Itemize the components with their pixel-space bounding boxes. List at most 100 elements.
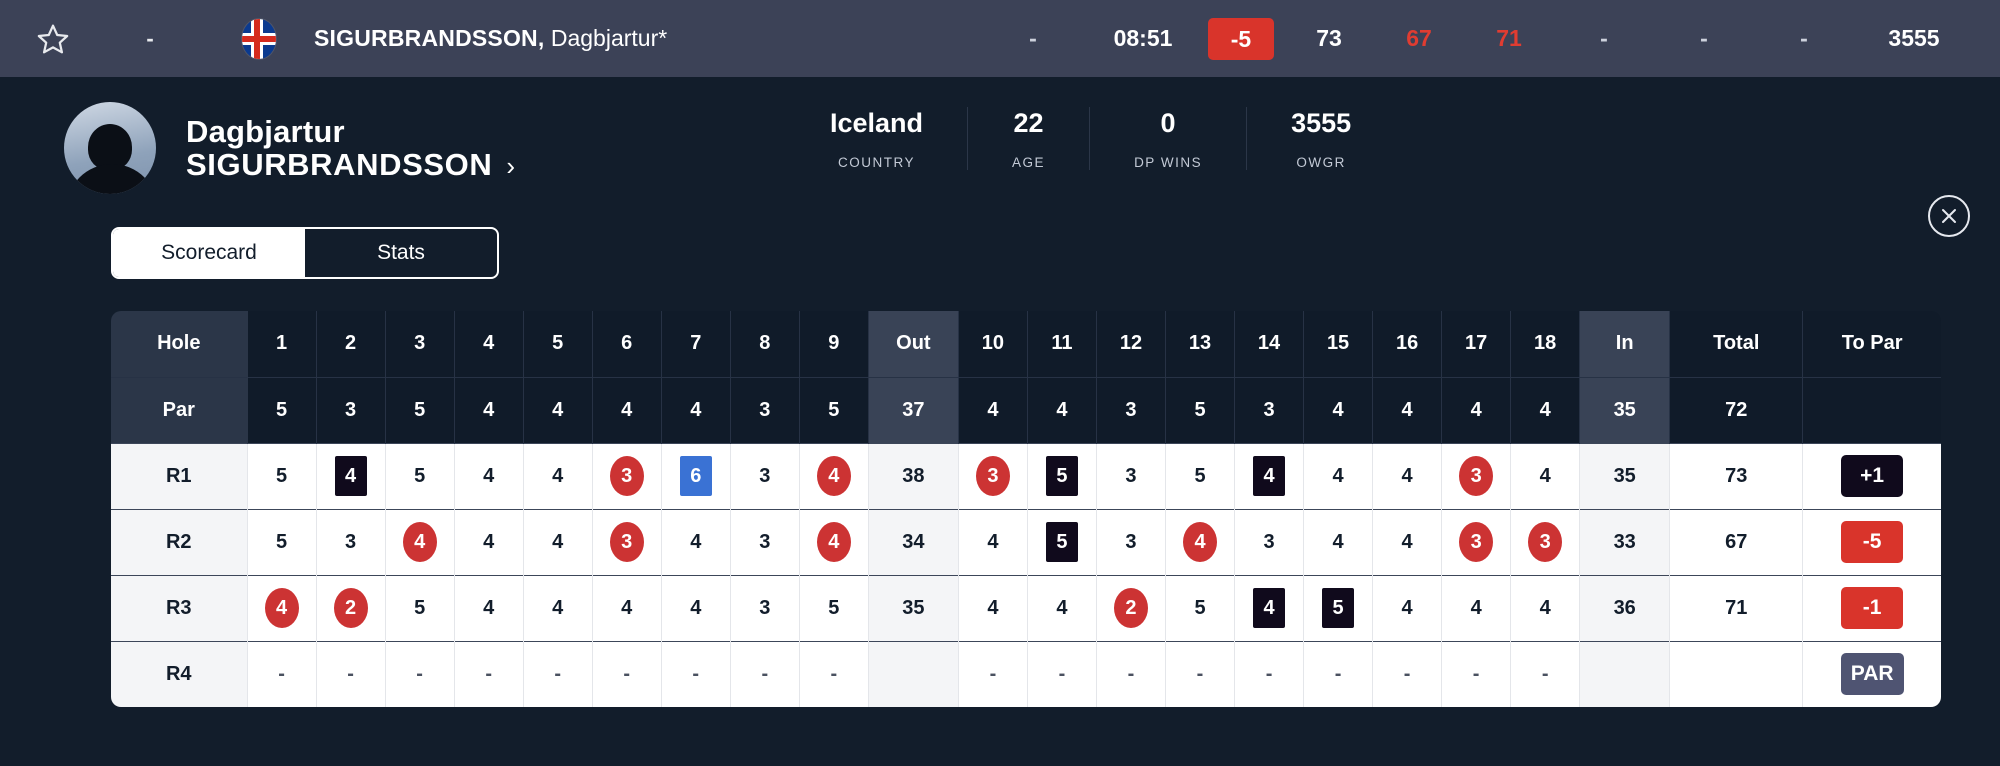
player-lastname: SIGURBRANDSSON bbox=[186, 147, 493, 182]
score-marker-plain: 4 bbox=[1332, 530, 1344, 553]
score-marker-eagle: 4 bbox=[1253, 588, 1286, 628]
r2-hole-15: 4 bbox=[1303, 508, 1374, 575]
chevron-right-icon[interactable]: › bbox=[506, 150, 516, 181]
score-marker-birdie: 4 bbox=[402, 522, 437, 562]
r1-out: 38 bbox=[868, 442, 959, 509]
r4-hole-2: - bbox=[316, 640, 386, 707]
score-marker-empty: - bbox=[1265, 662, 1273, 685]
r3-hole-4: 4 bbox=[454, 574, 524, 641]
score-marker-birdie: 4 bbox=[816, 456, 851, 496]
r3-hole-12: 2 bbox=[1096, 574, 1166, 641]
player-firstname-topbar: Dagbjartur* bbox=[544, 25, 668, 51]
score-marker-plain: 5 bbox=[414, 464, 426, 487]
score-marker-birdie: 3 bbox=[609, 456, 644, 496]
r1-hole-7: 6 bbox=[661, 442, 731, 509]
header-cell-1: 1 bbox=[247, 311, 317, 377]
header-cell-9: 9 bbox=[799, 311, 869, 377]
stat-country-value: Iceland bbox=[830, 108, 924, 138]
r2-in: 33 bbox=[1579, 508, 1671, 575]
player-top-bar[interactable]: - SIGURBRANDSSON, Dagbjartur* - 08:51 -5… bbox=[0, 0, 2000, 77]
score-marker-birdie: 2 bbox=[333, 588, 368, 628]
r3-hole-5: 4 bbox=[523, 574, 593, 641]
r1-hole-2: 4 bbox=[316, 442, 386, 509]
r4-out bbox=[868, 640, 959, 707]
r3-hole-7: 4 bbox=[661, 574, 731, 641]
stat-dp-wins-label: DP WINS bbox=[1134, 154, 1203, 170]
score-marker-plain: 4 bbox=[1056, 596, 1068, 619]
header-cell-15: 15 bbox=[1303, 311, 1374, 377]
topbar-round-1: 73 bbox=[1316, 25, 1342, 51]
score-marker-plain: 5 bbox=[276, 530, 288, 553]
close-icon[interactable] bbox=[1928, 195, 1970, 237]
favorite-star-icon[interactable] bbox=[36, 22, 70, 56]
par-total: 72 bbox=[1669, 376, 1804, 443]
r1-hole-18: 4 bbox=[1510, 442, 1581, 509]
r1-hole-6: 3 bbox=[592, 442, 662, 509]
r2-hole-6: 3 bbox=[592, 508, 662, 575]
score-marker-plain: 3 bbox=[345, 530, 357, 553]
score-marker-plain: 3 bbox=[759, 464, 771, 487]
par-to-par bbox=[1802, 376, 1941, 443]
r3-hole-13: 5 bbox=[1165, 574, 1236, 641]
r3-hole-16: 4 bbox=[1372, 574, 1443, 641]
r4-hole-8: - bbox=[730, 640, 800, 707]
player-profile-header: Dagbjartur SIGURBRANDSSON › Iceland COUN… bbox=[26, 77, 1974, 197]
round-label-r4: R4 bbox=[111, 640, 248, 707]
topbar-round-4: - bbox=[1600, 25, 1608, 51]
stat-owgr: 3555 OWGR bbox=[1247, 107, 1395, 170]
r4-hole-1: - bbox=[247, 640, 317, 707]
player-stats-row: Iceland COUNTRY 22 AGE 0 DP WINS 3555 OW… bbox=[786, 107, 1395, 170]
player-lastname-topbar: SIGURBRANDSSON, bbox=[314, 25, 545, 51]
score-marker-plain: 5 bbox=[1194, 596, 1206, 619]
score-marker-birdie: 4 bbox=[264, 588, 299, 628]
r3-out: 35 bbox=[868, 574, 959, 641]
score-marker-birdie: 4 bbox=[1183, 522, 1217, 562]
score-marker-plain: 5 bbox=[414, 596, 426, 619]
r3-hole-6: 4 bbox=[592, 574, 662, 641]
player-name-topbar[interactable]: SIGURBRANDSSON, Dagbjartur* bbox=[314, 25, 667, 52]
score-marker-empty: - bbox=[347, 662, 354, 685]
par-hole-11: 4 bbox=[1027, 376, 1097, 443]
stat-dp-wins: 0 DP WINS bbox=[1090, 107, 1248, 170]
r4-hole-5: - bbox=[523, 640, 593, 707]
header-cell-total: Total bbox=[1669, 311, 1804, 377]
stat-owgr-label: OWGR bbox=[1296, 154, 1346, 170]
scorecard-header-row: Hole 1 2 3 4 5 6 7 8 9 Out 10 11 12 13 14 15 16 17 18 In Tota… bbox=[111, 311, 1941, 377]
score-marker-plain: 4 bbox=[1401, 464, 1413, 487]
topbar-to-par-badge: -5 bbox=[1208, 17, 1274, 60]
player-name-block[interactable]: Dagbjartur SIGURBRANDSSON › bbox=[186, 114, 516, 182]
r3-in: 36 bbox=[1579, 574, 1671, 641]
score-marker-plain: 3 bbox=[1263, 530, 1275, 553]
header-cell-3: 3 bbox=[385, 311, 455, 377]
score-marker-plain: 4 bbox=[483, 464, 495, 487]
scorecard-round-row: R3 4 2 5 4 4 4 4 3 5 35 4 4 2 5 4 5 4 4 4 36 71 -1 bbox=[111, 574, 1941, 641]
par-hole-15: 4 bbox=[1303, 376, 1374, 443]
r4-hole-6: - bbox=[592, 640, 662, 707]
score-marker-birdie: 3 bbox=[1528, 522, 1563, 562]
score-marker-eagle: 5 bbox=[1322, 588, 1355, 628]
r4-hole-7: - bbox=[661, 640, 731, 707]
tab-scorecard[interactable]: Scorecard bbox=[113, 229, 305, 277]
tab-stats[interactable]: Stats bbox=[377, 241, 425, 264]
r4-in bbox=[1579, 640, 1671, 707]
score-marker-plain: 4 bbox=[987, 530, 999, 553]
score-marker-plain: 3 bbox=[759, 596, 771, 619]
par-hole-18: 4 bbox=[1510, 376, 1581, 443]
score-marker-empty: - bbox=[830, 662, 838, 685]
stat-country-label: COUNTRY bbox=[838, 154, 916, 170]
r4-hole-12: - bbox=[1096, 640, 1166, 707]
r1-total: 73 bbox=[1669, 442, 1804, 509]
r2-hole-18: 3 bbox=[1510, 508, 1581, 575]
r2-hole-16: 4 bbox=[1372, 508, 1443, 575]
round-label-r3: R3 bbox=[111, 574, 248, 641]
score-marker-empty: - bbox=[485, 662, 492, 685]
par-hole-17: 4 bbox=[1441, 376, 1512, 443]
par-hole-13: 5 bbox=[1165, 376, 1236, 443]
header-cell-7: 7 bbox=[661, 311, 731, 377]
scorecard-stats-tabs[interactable]: Scorecard Stats bbox=[111, 227, 499, 279]
score-marker-plain: 5 bbox=[276, 464, 288, 487]
r1-hole-4: 4 bbox=[454, 442, 524, 509]
par-hole-10: 4 bbox=[958, 376, 1028, 443]
leaderboard-position: - bbox=[146, 25, 154, 51]
header-cell-13: 13 bbox=[1165, 311, 1236, 377]
